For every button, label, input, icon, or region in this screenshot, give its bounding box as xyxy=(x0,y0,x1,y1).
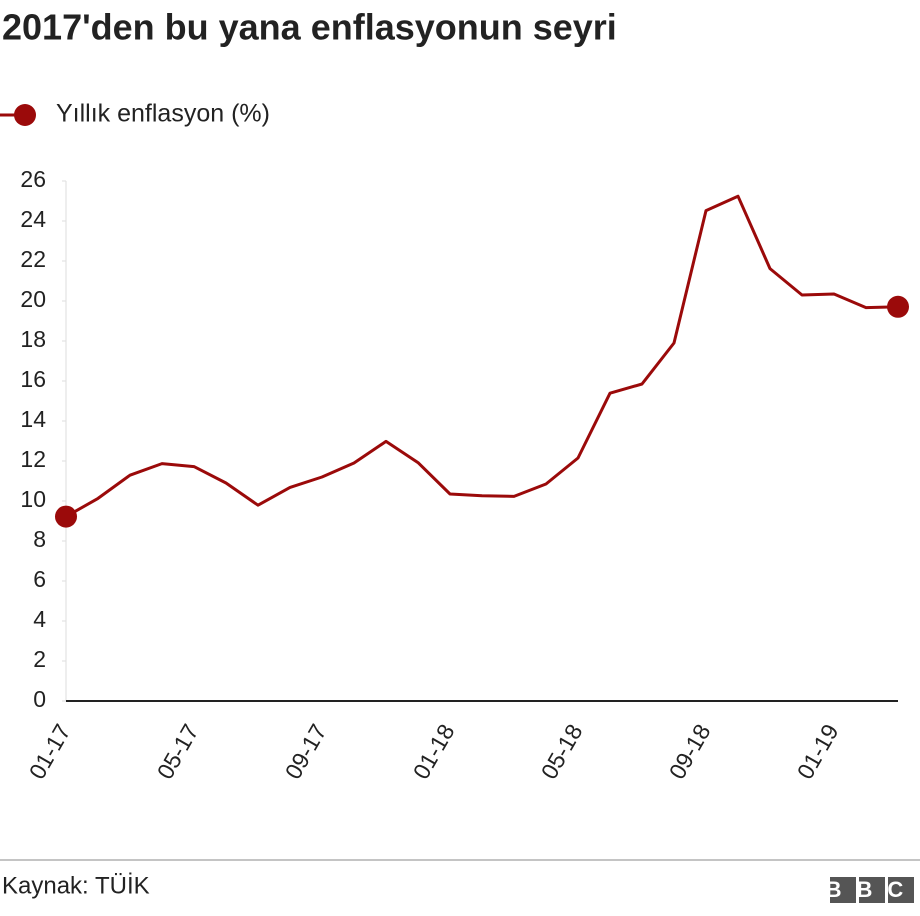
y-tick-label: 2 xyxy=(33,646,46,672)
y-tick-label: 16 xyxy=(20,366,46,392)
y-tick-label: 14 xyxy=(20,406,46,432)
x-tick-label: 01-18 xyxy=(408,720,460,784)
chart-title: 2017'den bu yana enflasyonun seyri xyxy=(2,7,617,48)
y-tick-label: 22 xyxy=(20,246,46,272)
legend-label: Yıllık enflasyon (%) xyxy=(56,100,270,128)
x-tick-label: 05-17 xyxy=(152,720,204,784)
y-tick-label: 26 xyxy=(20,166,46,192)
x-tick-label: 09-18 xyxy=(664,720,716,784)
y-tick-label: 0 xyxy=(33,686,46,712)
bbc-logo: BBC xyxy=(826,877,919,903)
source: Kaynak: TÜİK xyxy=(2,872,150,899)
y-tick-label: 20 xyxy=(20,286,46,312)
y-tick-label: 10 xyxy=(20,486,46,512)
x-tick-label: 01-19 xyxy=(792,720,844,784)
y-tick-label: 6 xyxy=(33,566,46,592)
y-tick-label: 4 xyxy=(33,606,46,632)
y-tick-label: 8 xyxy=(33,526,46,552)
x-tick-label: 09-17 xyxy=(280,720,332,784)
y-tick-label: 12 xyxy=(20,446,46,472)
logo-text: BBC xyxy=(826,877,919,902)
y-tick-label: 24 xyxy=(20,206,46,232)
legend-marker xyxy=(14,104,36,126)
end-marker xyxy=(55,505,77,528)
x-tick-label: 01-17 xyxy=(24,720,76,784)
end-marker xyxy=(887,295,909,318)
x-tick-label: 05-18 xyxy=(536,720,588,784)
y-tick-label: 18 xyxy=(20,326,46,352)
line xyxy=(65,194,899,518)
